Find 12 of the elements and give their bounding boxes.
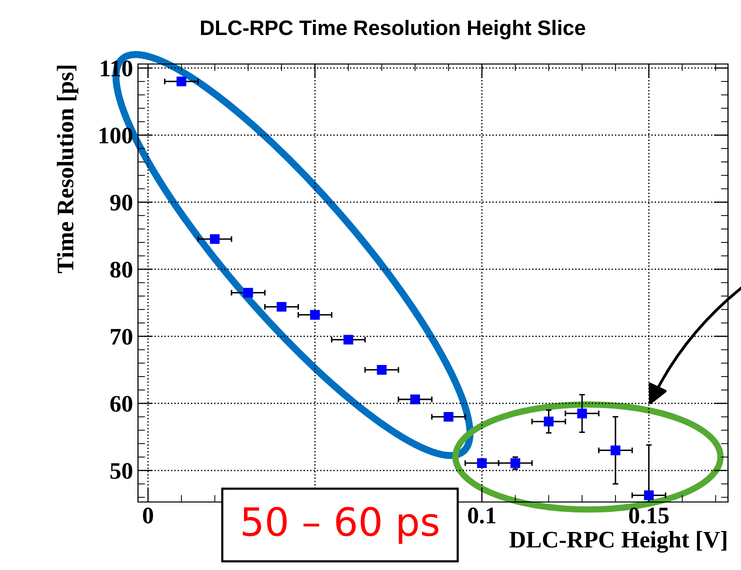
- x-tick-label: 0: [143, 508, 154, 524]
- y-tick-label: 80: [110, 262, 132, 278]
- y-tick-label: 90: [110, 194, 132, 211]
- chart-title: DLC-RPC Time Resolution Height Slice: [201, 20, 586, 40]
- x-axis-title: DLC-RPC Height [V]: [509, 531, 726, 553]
- y-axis-title: Time Resolution [ps]: [56, 66, 78, 274]
- x-tick-label: 0.1: [468, 508, 496, 524]
- x-tick-label: 0.15: [629, 508, 669, 524]
- y-tick-label: 60: [110, 396, 132, 412]
- y-tick-label: 70: [110, 328, 132, 345]
- y-tick-label: 50: [110, 462, 132, 479]
- text: 50 – 60 ps: [242, 506, 438, 544]
